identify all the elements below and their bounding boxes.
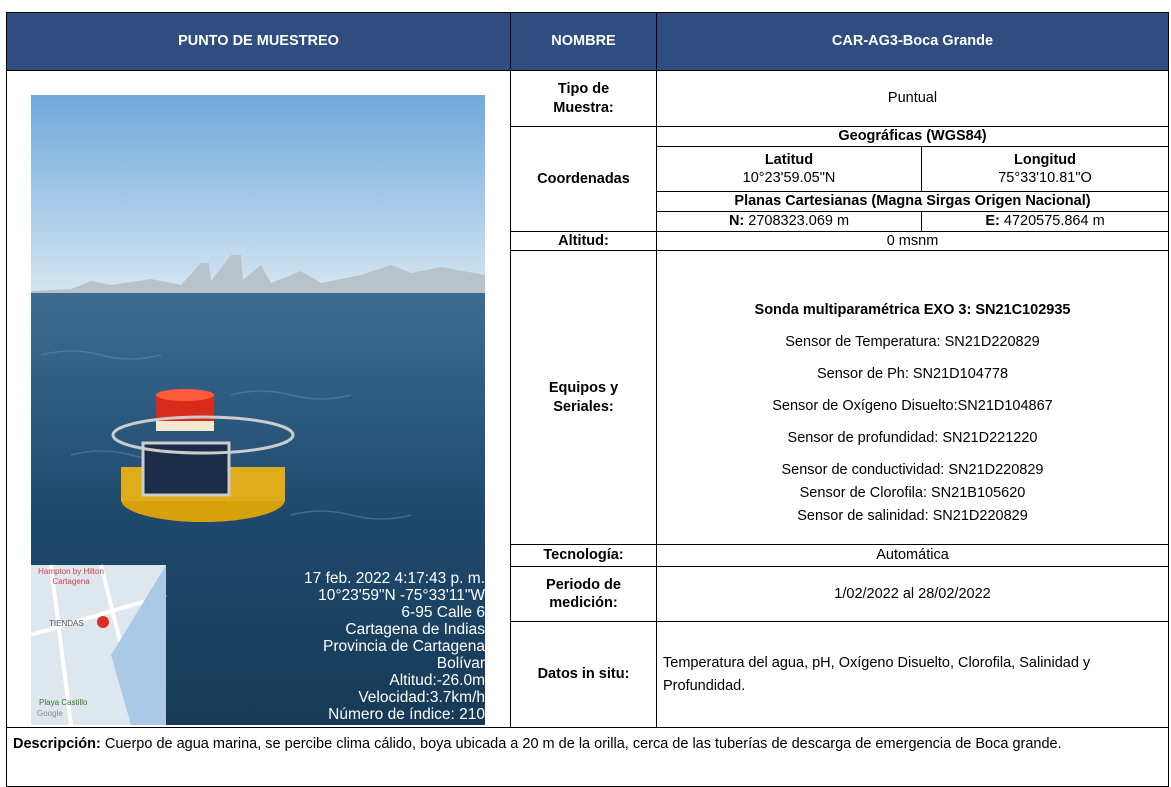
value: Planas Cartesianas (Magna Sirgas Origen … <box>734 193 1091 210</box>
value-cell: Planas Cartesianas (Magna Sirgas Origen … <box>656 191 1169 212</box>
overlay-line: Velocidad:3.7km/h <box>358 689 485 706</box>
label: Equipos y Seriales: <box>548 380 619 415</box>
overlay-line: Altitud:-26.0m <box>389 672 485 689</box>
map-label: TIENDAS <box>49 619 84 628</box>
equipment-item: Sensor de Clorofila: SN21B105620 <box>799 485 1026 501</box>
value: Geográficas (WGS84) <box>838 128 987 145</box>
photo-scene <box>31 95 485 725</box>
label-cell: Tipo de Muestra: <box>510 70 657 127</box>
label-cell: Equipos y Seriales: <box>510 250 657 545</box>
label-cell: Periodo de medición: <box>510 566 657 622</box>
value: Automática <box>876 547 949 564</box>
header-cell: CAR-AG3-Boca Grande <box>656 12 1169 71</box>
map-label: Google <box>37 709 63 718</box>
label-cell: Altitud: <box>510 231 657 251</box>
equipment-item: Sensor de conductividad: SN21D220829 <box>781 462 1044 478</box>
equipment-item: Sensor de salinidad: SN21D220829 <box>797 508 1028 524</box>
value: 75°33'10.81"O <box>998 170 1092 186</box>
value: 0 msnm <box>886 232 939 249</box>
value-cell: Longitud 75°33'10.81"O <box>921 146 1169 192</box>
photo: Hampton by Hilton Cartagena TIENDAS Play… <box>31 95 485 725</box>
photo-cell: Hampton by Hilton Cartagena TIENDAS Play… <box>6 70 511 728</box>
description-cell: Descripción: Cuerpo de agua marina, se p… <box>6 727 1169 787</box>
header-cell: PUNTO DE MUESTREO <box>6 12 511 71</box>
value: 10°23'59.05"N <box>742 170 836 186</box>
map-label: Hampton by Hilton Cartagena <box>38 567 104 586</box>
overlay-line: 17 feb. 2022 4:17:43 p. m. <box>304 570 485 587</box>
value: 2708323.069 m <box>748 213 850 230</box>
label: Periodo de medición: <box>546 576 621 611</box>
value-cell: Automática <box>656 544 1169 567</box>
label-cell: Datos in situ: <box>510 621 657 728</box>
overlay-line: 6-95 Calle 6 <box>401 604 485 621</box>
overlay-line: 10°23'59"N -75°33'11"W <box>318 587 485 604</box>
label-cell: Coordenadas <box>510 126 657 232</box>
value: 1/02/2022 al 28/02/2022 <box>834 585 991 602</box>
header-text: PUNTO DE MUESTREO <box>178 33 339 50</box>
label: Longitud <box>1013 151 1076 168</box>
header-text: CAR-AG3-Boca Grande <box>831 33 994 50</box>
value-cell: Temperatura del agua, pH, Oxígeno Disuel… <box>656 621 1169 728</box>
description: Cuerpo de agua marina, se percibe clima … <box>104 736 1062 752</box>
label: Descripción: <box>13 736 101 752</box>
equipment-title: Sonda multiparamétrica EXO 3: SN21C10293… <box>754 302 1071 318</box>
label: Tecnología: <box>543 547 624 564</box>
label: Coordenadas <box>537 170 630 187</box>
label: Tipo de Muestra: <box>553 81 614 116</box>
overlay-line: Cartagena de Indias <box>345 621 485 638</box>
equipment-item: Sensor de Temperatura: SN21D220829 <box>785 334 1040 350</box>
overlay-line: Bolívar <box>436 655 485 672</box>
value-cell: E: 4720575.864 m <box>921 211 1169 232</box>
label: E: <box>985 213 1000 230</box>
value: Temperatura del agua, pH, Oxígeno Disuel… <box>663 655 1091 694</box>
label: N: <box>728 213 745 230</box>
map-label: Playa Castillo <box>39 698 88 707</box>
header-text: NOMBRE <box>551 33 616 50</box>
value-cell: Geográficas (WGS84) <box>656 126 1169 147</box>
value: 4720575.864 m <box>1003 213 1105 230</box>
label: Datos in situ: <box>537 666 630 683</box>
value-cell: Puntual <box>656 70 1169 127</box>
value: Puntual <box>887 90 938 107</box>
label-cell: Tecnología: <box>510 544 657 567</box>
value-cell: N: 2708323.069 m <box>656 211 922 232</box>
label: Altitud: <box>558 232 609 249</box>
equipment-item: Sensor de Oxígeno Disuelto:SN21D104867 <box>772 398 1053 414</box>
overlay-line: Número de índice: 210 <box>328 706 485 723</box>
equipment-item: Sensor de profundidad: SN21D221220 <box>787 430 1038 446</box>
value-cell: 1/02/2022 al 28/02/2022 <box>656 566 1169 622</box>
overlay-line: Provincia de Cartagena <box>323 638 485 655</box>
label: Latitud <box>764 151 814 168</box>
equipment-item: Sensor de Ph: SN21D104778 <box>816 366 1009 382</box>
header-cell: NOMBRE <box>510 12 657 71</box>
value-cell: 0 msnm <box>656 231 1169 251</box>
value-cell: Latitud 10°23'59.05"N <box>656 146 922 192</box>
